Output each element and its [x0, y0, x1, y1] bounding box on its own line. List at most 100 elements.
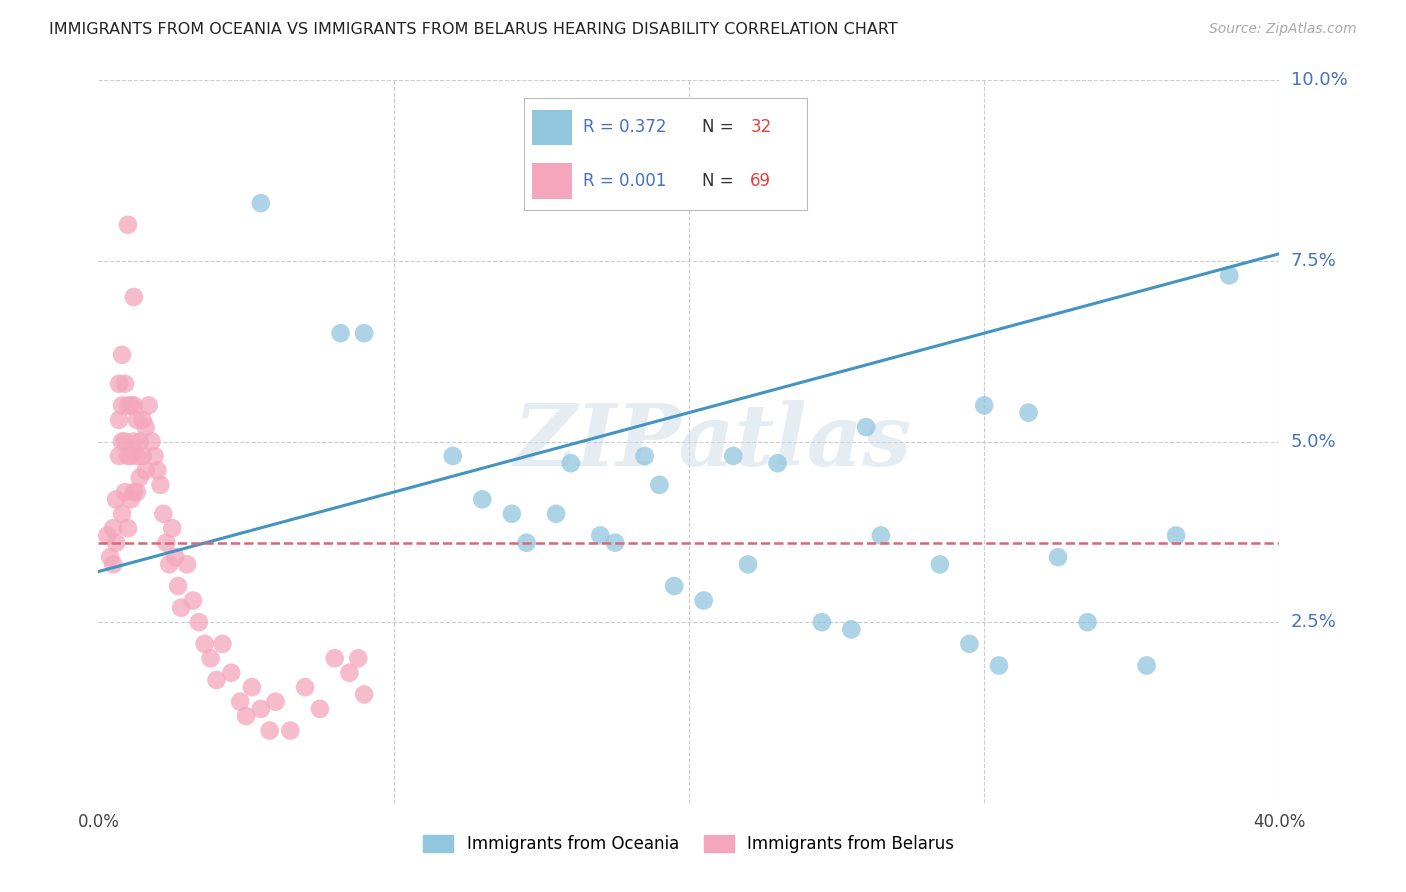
- Point: [1046, 550, 1070, 565]
- Point: [125, 413, 148, 427]
- Point: [141, 434, 163, 449]
- Point: [309, 702, 332, 716]
- Point: [165, 550, 187, 565]
- Point: [200, 651, 222, 665]
- Point: [187, 615, 209, 630]
- Point: [264, 695, 287, 709]
- Point: [693, 593, 716, 607]
- Point: [125, 485, 148, 500]
- Text: 5.0%: 5.0%: [1291, 433, 1336, 450]
- Text: 2.5%: 2.5%: [1291, 613, 1337, 632]
- Point: [648, 478, 671, 492]
- Point: [501, 507, 523, 521]
- Point: [122, 434, 145, 449]
- Point: [167, 579, 190, 593]
- Point: [135, 420, 157, 434]
- Point: [1166, 528, 1188, 542]
- Point: [841, 623, 863, 637]
- Point: [120, 398, 142, 412]
- Point: [323, 651, 346, 665]
- Point: [810, 615, 832, 630]
- Point: [194, 637, 217, 651]
- Text: IMMIGRANTS FROM OCEANIA VS IMMIGRANTS FROM BELARUS HEARING DISABILITY CORRELATIO: IMMIGRANTS FROM OCEANIA VS IMMIGRANTS FR…: [49, 22, 898, 37]
- Point: [111, 398, 134, 412]
- Point: [128, 471, 150, 485]
- Point: [339, 665, 361, 680]
- Point: [122, 398, 145, 412]
- Point: [870, 528, 893, 542]
- Point: [170, 600, 193, 615]
- Point: [132, 449, 155, 463]
- Point: [114, 434, 136, 449]
- Point: [929, 558, 952, 572]
- Text: Source: ZipAtlas.com: Source: ZipAtlas.com: [1209, 22, 1357, 37]
- Point: [105, 535, 128, 549]
- Point: [125, 449, 148, 463]
- Point: [117, 398, 139, 412]
- Point: [959, 637, 981, 651]
- Point: [1018, 406, 1040, 420]
- Point: [723, 449, 745, 463]
- Point: [205, 673, 228, 687]
- Point: [471, 492, 494, 507]
- Point: [108, 413, 131, 427]
- Point: [589, 528, 612, 542]
- Point: [122, 485, 145, 500]
- Point: [294, 680, 316, 694]
- Point: [329, 326, 352, 340]
- Point: [235, 709, 257, 723]
- Point: [135, 463, 157, 477]
- Point: [108, 449, 131, 463]
- Point: [162, 521, 183, 535]
- Point: [120, 449, 142, 463]
- Point: [1077, 615, 1099, 630]
- Point: [211, 637, 233, 651]
- Point: [353, 687, 375, 701]
- Point: [117, 218, 139, 232]
- Point: [737, 558, 759, 572]
- Point: [229, 695, 252, 709]
- Point: [973, 398, 995, 412]
- Point: [108, 376, 131, 391]
- Point: [181, 593, 204, 607]
- Point: [114, 376, 136, 391]
- Point: [605, 535, 627, 549]
- Text: 7.5%: 7.5%: [1291, 252, 1337, 270]
- Point: [128, 434, 150, 449]
- Point: [855, 420, 877, 434]
- Point: [250, 702, 273, 716]
- Point: [516, 535, 538, 549]
- Point: [1136, 658, 1159, 673]
- Point: [280, 723, 302, 738]
- Point: [143, 449, 166, 463]
- Point: [157, 558, 180, 572]
- Point: [122, 290, 145, 304]
- Point: [634, 449, 657, 463]
- Point: [221, 665, 243, 680]
- Point: [105, 492, 128, 507]
- Point: [250, 196, 273, 211]
- Point: [120, 492, 142, 507]
- Point: [546, 507, 568, 521]
- Point: [111, 434, 134, 449]
- Point: [560, 456, 582, 470]
- Point: [146, 463, 169, 477]
- Point: [111, 348, 134, 362]
- Point: [259, 723, 281, 738]
- Text: ZIPatlas: ZIPatlas: [513, 400, 911, 483]
- Point: [111, 507, 134, 521]
- Point: [766, 456, 789, 470]
- Point: [96, 528, 118, 542]
- Point: [98, 550, 121, 565]
- Point: [132, 413, 155, 427]
- Point: [176, 558, 198, 572]
- Point: [353, 326, 375, 340]
- Point: [117, 449, 139, 463]
- Point: [155, 535, 177, 549]
- Point: [117, 521, 139, 535]
- Point: [114, 485, 136, 500]
- Point: [441, 449, 464, 463]
- Point: [149, 478, 172, 492]
- Point: [988, 658, 1011, 673]
- Point: [138, 398, 160, 412]
